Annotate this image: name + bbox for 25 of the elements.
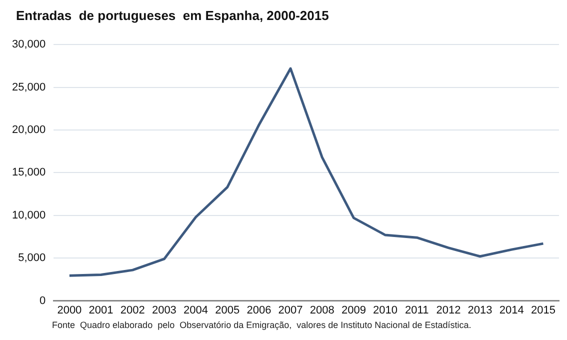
source-note: Fonte Quadro elaborado pelo Observatório da Emigração, valores de Instituto Nacional de Estadística. bbox=[52, 320, 472, 330]
x-tick-label: 2008 bbox=[310, 304, 334, 316]
x-tick-label: 2005 bbox=[215, 304, 240, 316]
y-tick-label: 20,000 bbox=[12, 124, 46, 136]
x-tick-label: 2002 bbox=[120, 304, 145, 316]
y-tick-label: 0 bbox=[40, 294, 46, 307]
y-tick-label: 15,000 bbox=[12, 166, 46, 179]
x-tick-label: 2006 bbox=[246, 304, 272, 316]
x-tick-label: 2000 bbox=[57, 304, 82, 316]
x-tick-label: 2001 bbox=[88, 304, 114, 316]
chart-title: Entradas de portugueses em Espanha, 2000-2015 bbox=[16, 8, 329, 23]
y-tick-label: 30,000 bbox=[12, 38, 46, 51]
x-tick-label: 2010 bbox=[373, 304, 398, 316]
y-tick-label: 10,000 bbox=[12, 209, 46, 222]
x-tick-label: 2011 bbox=[405, 304, 429, 316]
x-tick-label: 2009 bbox=[341, 304, 366, 316]
x-tick-label: 2015 bbox=[530, 304, 556, 316]
x-tick-label: 2007 bbox=[278, 304, 303, 316]
x-tick-label: 2004 bbox=[184, 304, 208, 316]
x-tick-label: 2014 bbox=[499, 304, 524, 316]
x-tick-label: 2012 bbox=[436, 304, 461, 316]
y-tick-label: 25,000 bbox=[12, 81, 46, 94]
x-tick-label: 2013 bbox=[468, 304, 492, 316]
x-tick-label: 2003 bbox=[152, 304, 176, 316]
y-tick-label: 5,000 bbox=[18, 252, 46, 264]
